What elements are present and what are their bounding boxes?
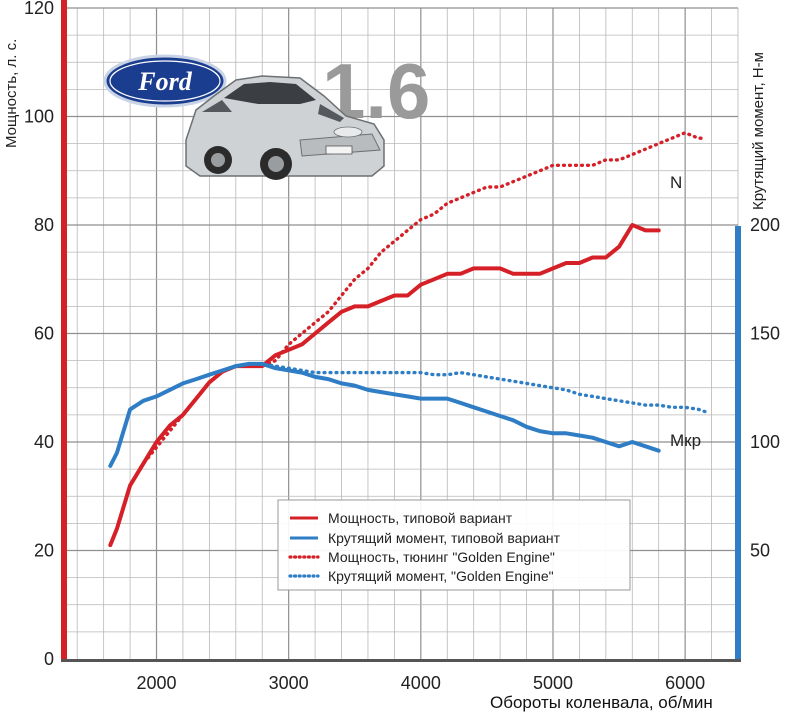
legend-label-torque-golden: Крутящий момент, "Golden Engine" xyxy=(328,568,554,584)
y-axis-label-right: Крутящий момент, Н-м xyxy=(750,52,767,210)
legend-label-torque-typical: Крутящий момент, типовой вариант xyxy=(328,530,561,546)
y-tick-label-left: 80 xyxy=(34,215,54,235)
legend-item-power-typical: Мощность, типовой вариант xyxy=(290,510,513,526)
y-tick-label-left: 20 xyxy=(34,541,54,561)
series-group xyxy=(108,131,707,548)
x-tick-label: 3000 xyxy=(269,673,309,693)
legend-item-torque-golden: Крутящий момент, "Golden Engine" xyxy=(288,568,554,584)
y-tick-label-right: 150 xyxy=(750,324,780,344)
right-axis-bar xyxy=(735,226,741,662)
left-axis-bar xyxy=(61,0,67,662)
x-tick-label: 4000 xyxy=(401,673,441,693)
y-tick-label-right: 100 xyxy=(750,432,780,452)
series-power-golden xyxy=(108,131,707,547)
y-tick-label-left: 60 xyxy=(34,324,54,344)
series-power-typical xyxy=(108,223,661,548)
y-tick-label-left: 40 xyxy=(34,432,54,452)
ford-logo-text: Ford xyxy=(137,67,192,96)
car-image xyxy=(185,75,385,180)
x-tick-label: 6000 xyxy=(665,673,705,693)
x-axis-label: Обороты коленвала, об/мин xyxy=(490,693,713,712)
y-axis-label-left: Мощность, л. с. xyxy=(3,39,20,148)
x-tick-label: 5000 xyxy=(533,673,573,693)
legend-item-power-golden: Мощность, тюнинг "Golden Engine" xyxy=(288,549,555,565)
annotation-mkr: Мкр xyxy=(670,431,701,450)
legend-label-power-golden: Мощность, тюнинг "Golden Engine" xyxy=(328,549,555,565)
ford-logo: Ford xyxy=(103,54,227,108)
y-tick-label-left: 100 xyxy=(24,107,54,127)
legend-box xyxy=(277,499,631,591)
x-tick-label: 2000 xyxy=(136,673,176,693)
y-tick-label-right: 200 xyxy=(750,215,780,235)
y-tick-label-left: 120 xyxy=(24,0,54,18)
y-tick-label-right: 50 xyxy=(750,541,770,561)
legend-item-torque-typical: Крутящий момент, типовой вариант xyxy=(290,530,561,546)
tick-labels: 2000 3000 4000 5000 6000 0 20 40 60 80 100 120 50 100… xyxy=(24,0,780,693)
y-tick-label-left: 0 xyxy=(44,649,54,669)
legend: Мощность, типовой вариант Крутящий момен… xyxy=(277,499,631,591)
annotation-n: N xyxy=(670,173,682,192)
bottom-axis-line xyxy=(61,659,741,662)
legend-label-power-typical: Мощность, типовой вариант xyxy=(328,510,513,526)
series-torque-typical xyxy=(108,361,661,468)
